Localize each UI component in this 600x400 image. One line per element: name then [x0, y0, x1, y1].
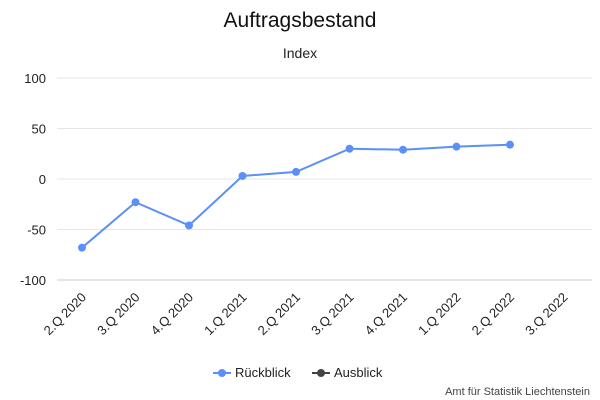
- gridlines: [57, 77, 592, 281]
- y-axis-ticks: 100 50 0 -50 -100: [20, 71, 46, 288]
- legend-marker-rueckblick: [218, 369, 226, 377]
- x-tick-label: 3.Q 2021: [308, 290, 356, 338]
- data-point: [399, 145, 407, 154]
- x-axis-ticks: 2.Q 2020 3.Q 2020 4.Q 2020 1.Q 2021 2.Q 2021…: [41, 290, 571, 338]
- data-point: [452, 142, 461, 151]
- data-point: [185, 221, 193, 230]
- series-line: [81, 143, 511, 249]
- data-point: [238, 171, 247, 180]
- data-point: [131, 198, 140, 207]
- credit-text: Amt für Statistik Liechtenstein: [445, 386, 590, 398]
- x-tick-label: 4.Q 2021: [362, 290, 410, 338]
- chart-title: Auftragsbestand: [224, 9, 377, 32]
- x-tick-label: 1.Q 2021: [201, 290, 249, 338]
- y-tick-label: 100: [24, 71, 46, 86]
- legend[interactable]: Rückblick Ausblick: [213, 365, 383, 380]
- data-point: [345, 144, 354, 153]
- legend-item-rueckblick[interactable]: Rückblick: [213, 365, 291, 380]
- x-tick-label: 4.Q 2020: [148, 290, 196, 338]
- data-point: [292, 167, 300, 176]
- y-tick-label: 50: [32, 122, 46, 137]
- x-tick-label: 2.Q 2022: [469, 290, 517, 338]
- data-point: [78, 243, 86, 252]
- y-tick-label: -100: [20, 273, 46, 288]
- chart-subtitle: Index: [283, 45, 317, 61]
- data-point: [506, 140, 514, 149]
- legend-label-ausblick: Ausblick: [334, 365, 383, 380]
- legend-label-rueckblick: Rückblick: [235, 365, 291, 380]
- legend-marker-ausblick: [317, 369, 325, 377]
- legend-item-ausblick[interactable]: Ausblick: [312, 365, 383, 380]
- x-tick-label: 2.Q 2021: [255, 290, 303, 338]
- series-layer: [78, 140, 514, 252]
- x-tick-label: 1.Q 2022: [415, 290, 463, 338]
- y-tick-label: -50: [27, 223, 46, 238]
- y-tick-label: 0: [39, 172, 46, 187]
- x-tick-label: 3.Q 2020: [94, 290, 142, 338]
- x-tick-label: 3.Q 2022: [522, 290, 570, 338]
- x-tick-label: 2.Q 2020: [41, 290, 89, 338]
